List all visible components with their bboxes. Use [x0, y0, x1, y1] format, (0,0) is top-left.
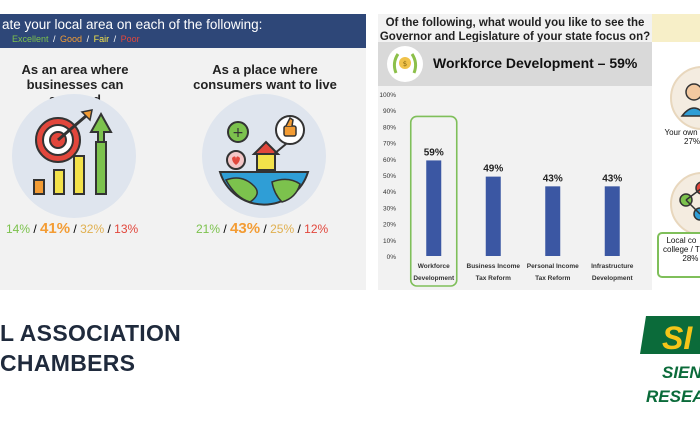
- logo-text-3: RESEARC: [646, 387, 700, 406]
- focus-bar-chart: 0% 10% 20% 30% 40% 50% 60% 70% 80% 90% 100% 59% Work…: [379, 92, 634, 287]
- poor-value: 12%: [304, 222, 329, 236]
- label-line: 28%: [682, 254, 699, 263]
- y-tick-label: 100%: [379, 92, 396, 99]
- excellent-value: 14%: [6, 222, 31, 236]
- bar: [604, 186, 620, 256]
- sep: /: [220, 222, 231, 236]
- laurel-wreath-icon: $: [387, 46, 423, 82]
- label-line: 27%: [684, 137, 700, 146]
- y-tick-label: 80%: [383, 124, 396, 131]
- association-title-line1: L ASSOCIATION: [0, 320, 182, 346]
- y-tick-label: 20%: [383, 222, 396, 229]
- network-icon: [670, 172, 700, 236]
- bar-data-label: 59%: [424, 147, 444, 158]
- y-tick-label: 40%: [383, 189, 396, 196]
- category-label: Development: [592, 275, 634, 282]
- excellent-value: 21%: [196, 222, 221, 236]
- logo-text-1: SI: [662, 320, 693, 356]
- slide-header: ate your local area on each of the follo…: [0, 14, 366, 48]
- legend-sep: /: [84, 34, 92, 44]
- label-line: college / T: [663, 245, 700, 254]
- category-label: Tax Reform: [535, 275, 570, 282]
- category-label: Development: [413, 275, 455, 282]
- category-label: Business Income: [467, 263, 521, 270]
- rating-question: ate your local area on each of the follo…: [2, 17, 263, 32]
- category-label: Workforce: [418, 263, 450, 270]
- label-line: Local co: [666, 236, 697, 245]
- far-label-1: Your own 27%: [662, 128, 700, 146]
- sep: /: [260, 222, 271, 236]
- sep: /: [294, 222, 305, 236]
- consumers-column-title: As a place where consumers want to live: [190, 62, 340, 92]
- category-label: Infrastructure: [591, 263, 634, 270]
- banner-text: Workforce Development – 59%: [433, 55, 638, 71]
- fair-value: 32%: [80, 222, 105, 236]
- legend-excellent: Excellent: [12, 34, 49, 44]
- title-line: As an area where: [21, 62, 129, 77]
- siena-research-logo: SI SIENA RESEARC: [640, 316, 700, 406]
- svg-text:+: +: [232, 125, 244, 141]
- legend-fair: Fair: [93, 34, 110, 44]
- consumers-rating-values: 21% / 43% / 25% / 12%: [196, 220, 328, 237]
- y-tick-label: 10%: [383, 238, 396, 245]
- top-result-banner: $ Workforce Development – 59%: [378, 42, 652, 86]
- slide-header: [652, 14, 700, 42]
- growth-target-chart-icon: [12, 94, 136, 218]
- y-tick-label: 60%: [383, 157, 396, 164]
- far-highlight-box: Local co college / T 28%: [657, 232, 700, 278]
- title-line: consumers want to live: [193, 77, 337, 92]
- bar-data-label: 43%: [543, 173, 563, 184]
- good-value: 41%: [40, 220, 71, 237]
- globe-community-icon: +: [202, 94, 326, 218]
- sep: /: [70, 222, 81, 236]
- local-area-rating-slide: ate your local area on each of the follo…: [0, 14, 366, 290]
- focus-priorities-slide: Of the following, what would you like to…: [378, 14, 652, 290]
- y-tick-label: 90%: [383, 108, 396, 115]
- rating-legend: Excellent / Good / Fair / Poor: [12, 34, 142, 44]
- focus-question: Of the following, what would you like to…: [378, 16, 652, 44]
- legend-sep: /: [50, 34, 59, 44]
- category-label: Tax Reform: [476, 275, 511, 282]
- highlight-box: [409, 115, 458, 287]
- bar-data-label: 43%: [602, 173, 622, 184]
- question-line: Of the following, what would you like to…: [385, 17, 645, 29]
- bar: [485, 176, 501, 256]
- legend-good: Good: [60, 34, 83, 44]
- poor-value: 13%: [114, 222, 139, 236]
- far-label-2: Local co college / T 28%: [663, 236, 700, 263]
- y-tick-label: 30%: [383, 205, 396, 212]
- business-rating-values: 14% / 41% / 32% / 13%: [6, 220, 138, 237]
- people-icon: [670, 66, 700, 130]
- good-value: 43%: [230, 220, 261, 237]
- fair-value: 25%: [270, 222, 295, 236]
- title-line: As a place where: [212, 62, 318, 77]
- bar-data-label: 49%: [483, 164, 503, 175]
- bar: [426, 160, 442, 256]
- y-tick-label: 0%: [387, 254, 397, 261]
- logo-text-2: SIENA: [662, 363, 700, 382]
- svg-text:$: $: [403, 60, 407, 68]
- sep: /: [30, 222, 41, 236]
- association-title-line2: CHAMBERS: [0, 350, 136, 376]
- legend-sep: /: [111, 34, 119, 44]
- sep: /: [104, 222, 115, 236]
- partial-slide: Your own 27% Local co college / T 28%: [652, 14, 700, 290]
- y-tick-label: 70%: [383, 141, 396, 148]
- label-line: Your own: [664, 128, 698, 137]
- bar: [545, 186, 561, 256]
- legend-poor: Poor: [120, 34, 140, 44]
- y-tick-label: 50%: [383, 173, 396, 180]
- category-label: Personal Income: [527, 263, 579, 270]
- question-line: Governor and Legislature of your state f…: [379, 31, 651, 43]
